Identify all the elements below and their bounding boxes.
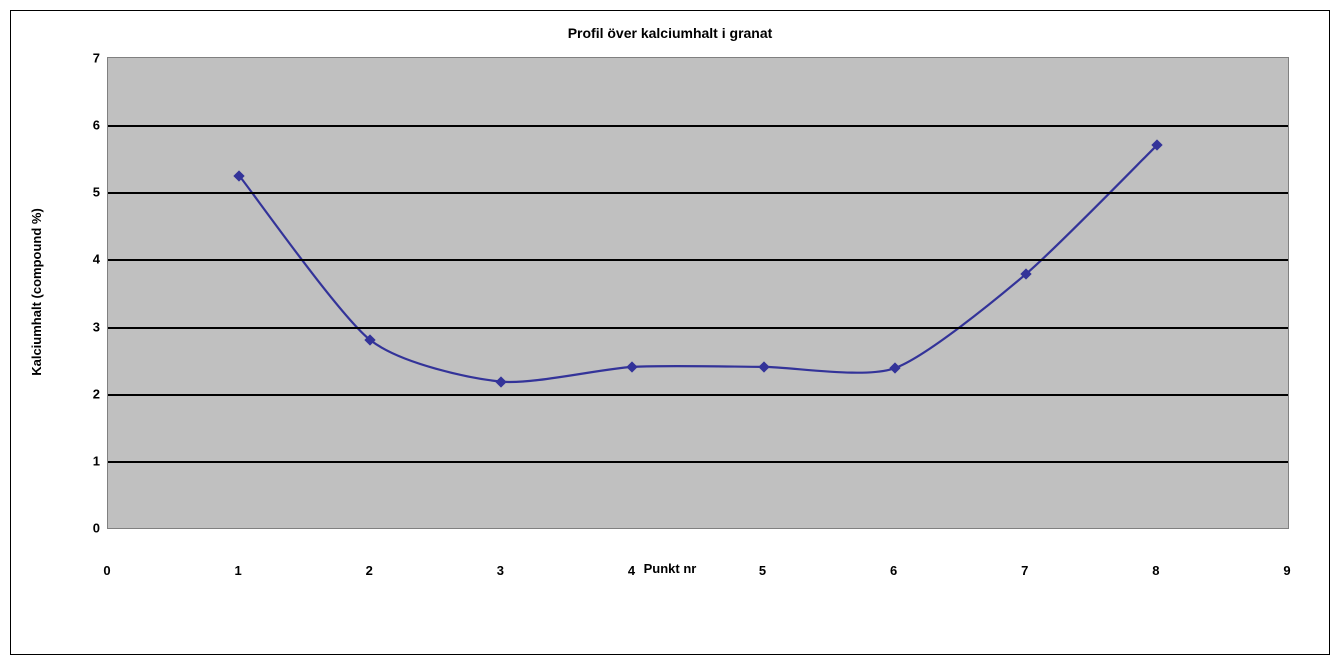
gridline xyxy=(108,259,1288,261)
x-tick-label: 8 xyxy=(1152,557,1159,578)
y-tick-label: 3 xyxy=(93,319,108,334)
x-tick-label: 0 xyxy=(103,557,110,578)
gridline xyxy=(108,192,1288,194)
x-tick-label: 6 xyxy=(890,557,897,578)
x-tick-label: 4 xyxy=(628,557,635,578)
y-tick-label: 0 xyxy=(93,521,108,536)
gridline xyxy=(108,461,1288,463)
y-axis-label: Kalciumhalt (compound %) xyxy=(29,208,44,376)
y-tick-label: 5 xyxy=(93,185,108,200)
series-line xyxy=(108,58,1288,528)
plot-area: 01234567 xyxy=(107,57,1289,529)
x-tick-label: 3 xyxy=(497,557,504,578)
gridline xyxy=(108,394,1288,396)
chart-frame: Profil över kalciumhalt i granat Kalcium… xyxy=(10,10,1330,655)
y-tick-label: 4 xyxy=(93,252,108,267)
series-path xyxy=(239,145,1157,382)
x-tick-label: 2 xyxy=(366,557,373,578)
gridline xyxy=(108,327,1288,329)
x-tick-label: 9 xyxy=(1283,557,1290,578)
y-tick-label: 6 xyxy=(93,118,108,133)
x-tick-label: 5 xyxy=(759,557,766,578)
plot-wrap: 01234567 0123456789 xyxy=(107,57,1299,557)
y-tick-label: 2 xyxy=(93,386,108,401)
x-tick-label: 7 xyxy=(1021,557,1028,578)
chart-body: Kalciumhalt (compound %) 01234567 012345… xyxy=(11,57,1329,590)
y-tick-label: 1 xyxy=(93,453,108,468)
x-axis-label: Punkt nr xyxy=(11,557,1329,590)
chart-title: Profil över kalciumhalt i granat xyxy=(11,11,1329,47)
gridline xyxy=(108,125,1288,127)
x-tick-label: 1 xyxy=(234,557,241,578)
x-tick-row: 0123456789 xyxy=(107,529,1287,557)
y-tick-label: 7 xyxy=(93,51,108,66)
